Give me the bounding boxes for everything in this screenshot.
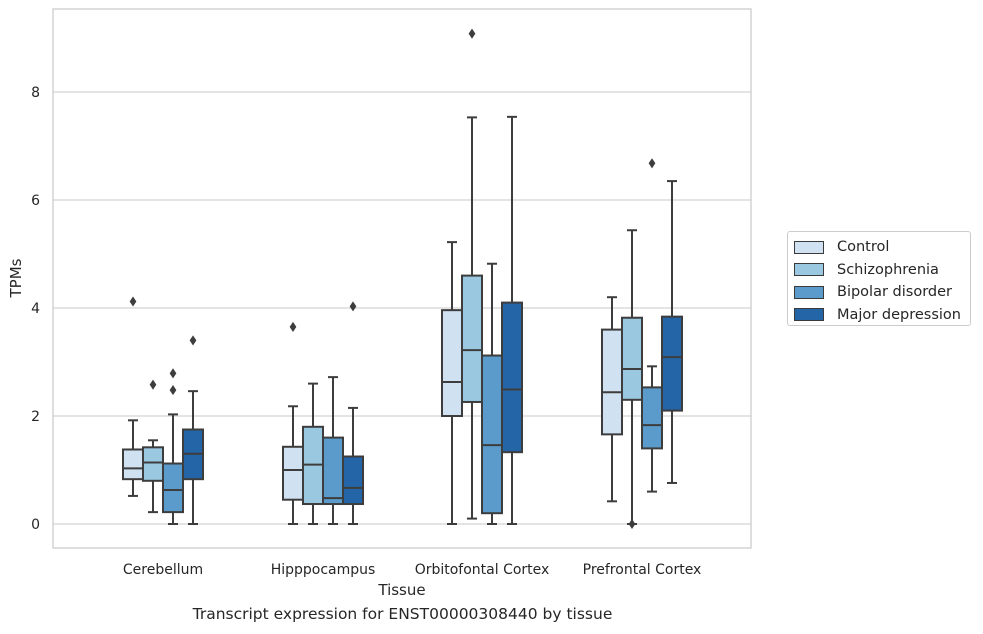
legend-label: Major depression (837, 306, 961, 323)
legend-swatch (794, 240, 824, 254)
x-tick-label: Orbitofontal Cortex (415, 562, 550, 578)
box (342, 455, 364, 506)
box-bipolar-disorder (641, 158, 663, 493)
box-bipolar-disorder (162, 368, 184, 525)
legend-label: Schizophrenia (837, 261, 939, 278)
outlier-point (289, 321, 297, 332)
legend-item: Major depression (794, 304, 964, 327)
x-axis-label: Tissue (377, 581, 425, 599)
legend: Control Schizophrenia Bipolar disorder Majo… (787, 231, 971, 326)
legend-swatch (794, 285, 824, 299)
box-schizophrenia (302, 382, 324, 525)
y-tick-label: 0 (31, 517, 40, 533)
outlier-point (349, 301, 357, 312)
x-axis-ticks: Cerebellum Hipppocampus Orbitofontal Corte… (123, 562, 701, 578)
box (661, 315, 683, 412)
legend-label: Bipolar disorder (837, 284, 952, 301)
box (162, 462, 184, 514)
box-control (122, 296, 144, 497)
box-schizophrenia (621, 229, 643, 530)
outlier-point (169, 368, 177, 379)
legend-swatch (794, 263, 824, 277)
legend-item: Schizophrenia (794, 259, 964, 282)
outlier-point (149, 379, 157, 390)
box-schizophrenia (142, 379, 164, 514)
legend-label: Control (837, 239, 890, 256)
x-tick-label: Cerebellum (123, 562, 203, 578)
box (441, 309, 463, 417)
box (142, 446, 164, 482)
legend-item: Bipolar disorder (794, 281, 964, 304)
outlier-point (468, 28, 476, 39)
y-tick-label: 4 (31, 301, 40, 317)
y-tick-label: 6 (31, 193, 40, 209)
box (322, 436, 344, 506)
outlier-point (129, 296, 137, 307)
figure-caption: Transcript expression for ENST0000030844… (192, 605, 613, 623)
y-tick-label: 2 (31, 409, 40, 425)
box (282, 445, 304, 501)
legend-item: Control (794, 236, 964, 259)
box-control (441, 241, 463, 525)
y-axis-ticks: 0 2 4 6 8 (31, 85, 40, 533)
plot-area-frame (52, 8, 752, 549)
box-bipolar-disorder (481, 262, 503, 525)
x-tick-label: Prefrontal Cortex (583, 562, 702, 578)
box (601, 328, 623, 436)
box (621, 316, 643, 401)
y-tick-label: 8 (31, 85, 40, 101)
outlier-point (189, 335, 197, 346)
box (481, 354, 503, 515)
outlier-point (648, 158, 656, 169)
box (641, 386, 663, 450)
y-axis-label: TPMs (7, 258, 25, 298)
outlier-point (628, 518, 636, 530)
box-groups (122, 28, 683, 530)
box (122, 448, 144, 481)
box-major-depression (661, 180, 683, 484)
box-control (282, 321, 304, 525)
box (461, 274, 483, 403)
box-major-depression (501, 115, 523, 525)
box-schizophrenia (461, 28, 483, 520)
x-tick-label: Hipppocampus (271, 562, 376, 578)
box-bipolar-disorder (322, 376, 344, 525)
outlier-point (169, 385, 177, 396)
box-major-depression (182, 335, 204, 525)
box (501, 301, 523, 454)
legend-swatch (794, 308, 824, 322)
box-control (601, 296, 623, 503)
box-major-depression (342, 301, 364, 525)
